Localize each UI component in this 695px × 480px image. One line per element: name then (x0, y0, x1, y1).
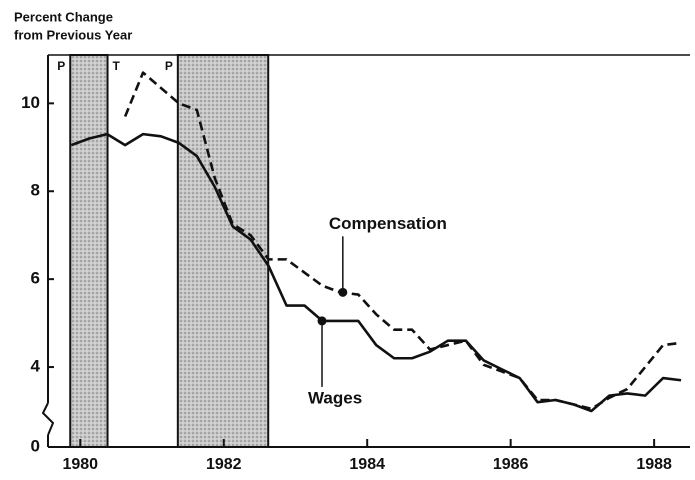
y-tick-label: 8 (31, 181, 40, 200)
y-axis-label: from Previous Year (14, 27, 132, 42)
annotation-point (317, 316, 327, 326)
period-label: P (57, 59, 65, 73)
shaded-period (176, 54, 270, 448)
y-tick-label: 10 (21, 93, 40, 112)
y-tick-label: 0 (31, 436, 40, 455)
x-tick-label: 1980 (62, 456, 98, 473)
series-line (123, 71, 682, 411)
axis-break (41, 402, 55, 436)
x-tick-label: 1986 (493, 456, 529, 473)
x-tick-label: 1984 (349, 456, 385, 473)
y-tick-label: 4 (31, 357, 41, 376)
shaded-period (69, 54, 109, 448)
y-axis-label: Percent Change (14, 9, 113, 24)
period-label: T (113, 59, 121, 73)
series-line (70, 132, 682, 413)
period-label: P (165, 59, 173, 73)
annotation-point (338, 287, 348, 297)
x-tick-label: 1982 (206, 456, 242, 473)
y-tick-label: 6 (31, 269, 40, 288)
annotation-label: Compensation (329, 214, 447, 233)
annotation-label: Wages (308, 388, 362, 407)
x-tick-label: 1988 (636, 456, 672, 473)
